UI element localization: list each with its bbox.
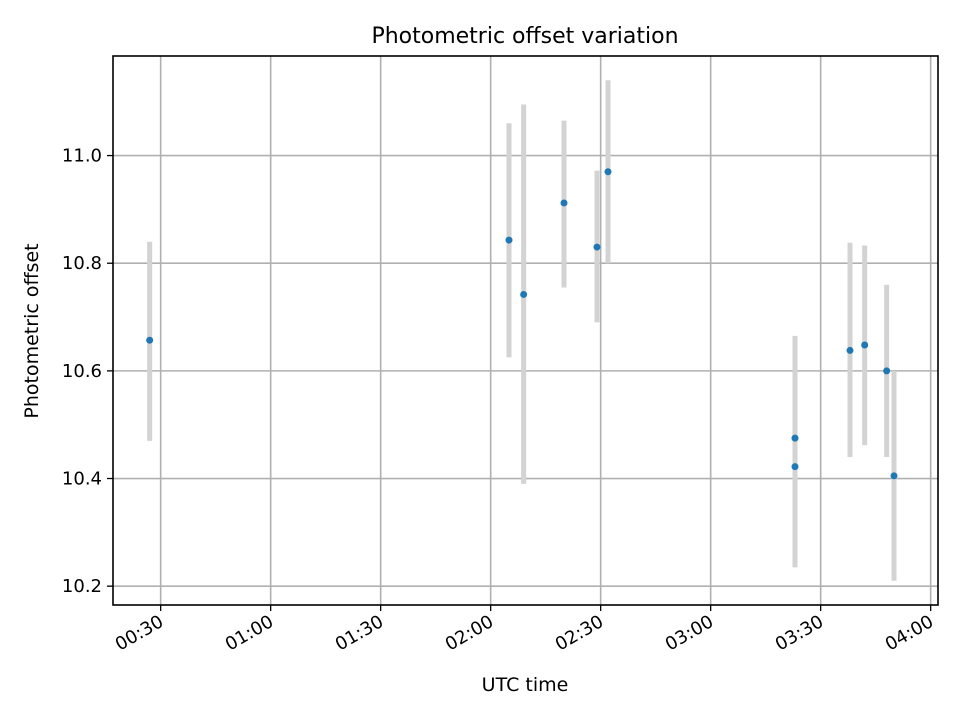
data-points <box>146 168 898 480</box>
data-point <box>890 472 898 480</box>
x-tick-label: 04:00 <box>882 611 937 655</box>
data-point <box>883 367 891 375</box>
data-point <box>146 336 154 344</box>
data-point <box>593 243 601 251</box>
x-tick-label: 01:30 <box>332 611 387 655</box>
data-point <box>560 199 568 207</box>
x-tick-label: 03:30 <box>772 611 827 655</box>
data-point <box>520 290 528 298</box>
data-point <box>791 463 799 471</box>
y-tick-label: 10.6 <box>62 361 102 382</box>
x-tick-label: 02:30 <box>552 611 607 655</box>
data-point <box>505 236 513 244</box>
y-tick-label: 10.4 <box>62 469 102 490</box>
y-tick-label: 10.2 <box>62 576 102 597</box>
plot-frame <box>112 55 939 606</box>
x-tick-label: 00:30 <box>112 611 167 655</box>
y-axis-label: Photometric offset <box>21 243 43 418</box>
x-tick-label: 02:00 <box>442 611 497 655</box>
y-tick-label: 10.8 <box>62 253 102 274</box>
data-point <box>791 434 799 442</box>
x-tick-label: 03:00 <box>662 611 717 655</box>
data-point <box>604 168 612 176</box>
data-point <box>846 346 854 354</box>
x-tick-label: 01:00 <box>222 611 277 655</box>
data-point <box>861 341 869 349</box>
x-ticks: 00:30 01:00 01:30 02:00 02:30 03:00 03:30 04:00 <box>112 605 937 655</box>
y-tick-label: 11.0 <box>62 146 102 167</box>
chart-title: Photometric offset variation <box>371 24 678 49</box>
x-axis-label: UTC time <box>482 674 569 696</box>
y-ticks: 10.2 10.4 10.6 10.8 11.0 <box>62 146 113 597</box>
